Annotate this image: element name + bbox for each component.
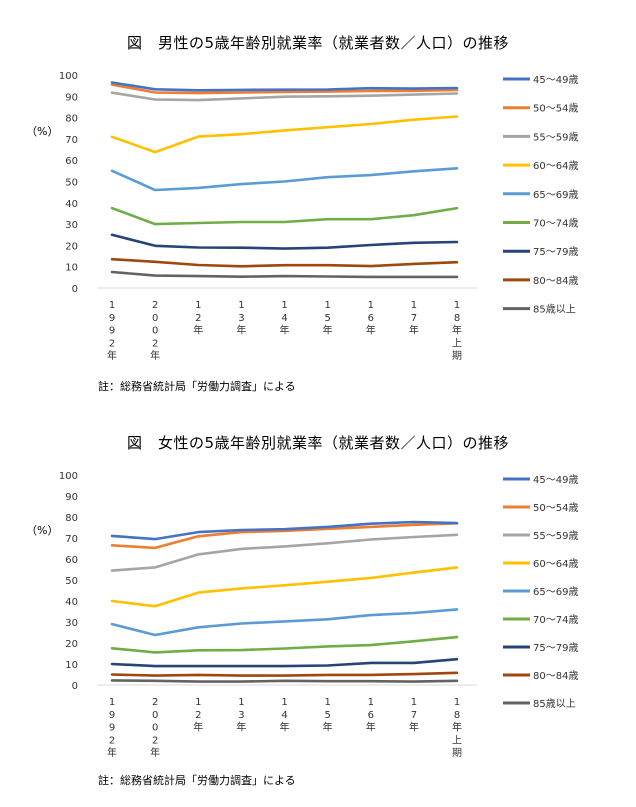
legend-label: 45～49歳 xyxy=(533,474,578,486)
x-tick-label: 1 8 年上期 xyxy=(452,300,462,362)
series-line xyxy=(110,635,459,654)
y-tick-label: 40 xyxy=(65,199,78,210)
line-plot: 0 10 20 30 40 50 60 70 80 90 100 1 9 9 2 年 2 0 0 2 年 1 2 年 1 3 年 1 4… xyxy=(59,471,579,759)
female-employment-chart: 図 女性の5歳年齢別就業率（就業者数／人口）の推移 （%） 0 10 20 30 40 5… xyxy=(0,400,636,800)
series-line xyxy=(110,167,459,192)
legend-label: 85歳以上 xyxy=(533,304,576,316)
series-line xyxy=(110,657,459,668)
y-tick-label: 60 xyxy=(65,555,78,566)
chart-title: 図 女性の5歳年齢別就業率（就業者数／人口）の推移 xyxy=(126,434,510,452)
legend-label: 85歳以上 xyxy=(533,698,576,710)
y-tick-label: 70 xyxy=(65,135,78,146)
y-tick-label: 30 xyxy=(65,618,78,629)
y-tick-label: 10 xyxy=(65,660,78,671)
series-line xyxy=(110,679,459,683)
y-tick-label: 60 xyxy=(65,156,78,167)
series-line xyxy=(110,81,459,92)
series-line xyxy=(110,608,459,637)
y-axis-label: （%） xyxy=(26,125,59,138)
line-plot: 0 10 20 30 40 50 60 70 80 90 100 1 9 9 2 年 2 0 0 2 年 1 2 年 1 3 年 1 4… xyxy=(59,71,579,362)
legend-label: 60～64歳 xyxy=(533,160,578,172)
y-tick-label: 10 xyxy=(65,263,78,274)
legend-label: 50～54歳 xyxy=(533,502,578,514)
series-line xyxy=(110,233,459,250)
y-tick-label: 90 xyxy=(65,92,78,103)
y-tick-label: 100 xyxy=(59,71,78,82)
series-line xyxy=(110,257,459,268)
series-line xyxy=(110,83,459,95)
series-line xyxy=(110,566,459,608)
source-note: 註：総務省統計局「労働力調査」による xyxy=(98,774,296,787)
chart-title: 図 男性の5歳年齢別就業率（就業者数／人口）の推移 xyxy=(126,34,510,52)
legend-label: 55～59歳 xyxy=(533,530,578,542)
y-tick-label: 0 xyxy=(72,284,78,295)
y-tick-label: 90 xyxy=(65,492,78,503)
series-line xyxy=(110,671,459,677)
legend-label: 45～49歳 xyxy=(533,74,578,86)
legend-label: 50～54歳 xyxy=(533,103,578,115)
legend-label: 80～84歳 xyxy=(533,670,578,682)
series-line xyxy=(110,91,459,102)
y-tick-label: 80 xyxy=(65,513,78,524)
legend-label: 75～79歳 xyxy=(533,246,578,258)
male-employment-chart: 図 男性の5歳年齢別就業率（就業者数／人口）の推移 （%） 0 10 20 30 40 5… xyxy=(0,0,636,400)
y-tick-label: 20 xyxy=(65,241,78,252)
y-tick-label: 50 xyxy=(65,576,78,587)
legend-label: 65～69歳 xyxy=(533,189,578,201)
series-line xyxy=(110,206,459,226)
y-tick-label: 20 xyxy=(65,639,78,650)
legend-label: 60～64歳 xyxy=(533,558,578,570)
series-line xyxy=(110,520,459,541)
series-line xyxy=(110,522,459,550)
legend-label: 65～69歳 xyxy=(533,586,578,598)
y-tick-label: 80 xyxy=(65,114,78,125)
y-tick-label: 70 xyxy=(65,534,78,545)
x-tick-label: 1 8 年上期 xyxy=(452,697,462,759)
series-line xyxy=(110,115,459,154)
legend-label: 70～74歳 xyxy=(533,218,578,230)
series-line xyxy=(110,270,459,279)
legend-label: 55～59歳 xyxy=(533,131,578,143)
y-tick-label: 100 xyxy=(59,471,78,482)
y-tick-label: 30 xyxy=(65,220,78,231)
series-line xyxy=(110,533,459,572)
legend-label: 75～79歳 xyxy=(533,642,578,654)
y-tick-label: 50 xyxy=(65,178,78,189)
legend-label: 70～74歳 xyxy=(533,614,578,626)
y-tick-label: 0 xyxy=(72,681,78,692)
y-tick-label: 40 xyxy=(65,597,78,608)
legend-label: 80～84歳 xyxy=(533,275,578,287)
y-axis-label: （%） xyxy=(26,524,59,537)
source-note: 註：総務省統計局「労働力調査」による xyxy=(98,380,296,393)
